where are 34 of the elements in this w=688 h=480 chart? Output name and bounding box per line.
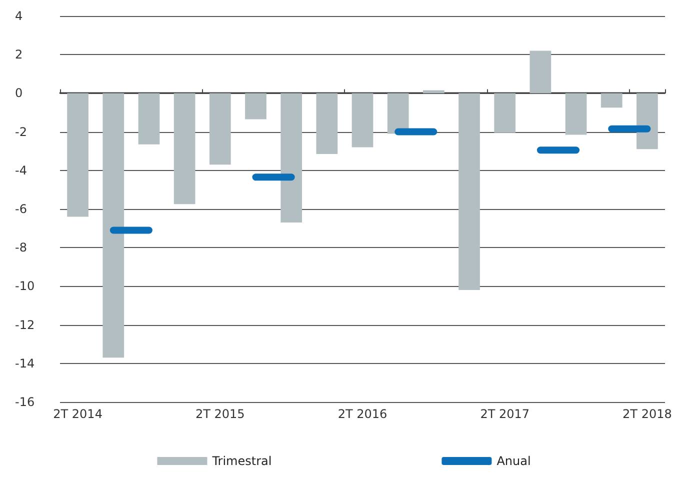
y-tick-label: -6 [15, 202, 27, 216]
bar [600, 93, 622, 108]
y-tick-label: 0 [15, 86, 23, 100]
bar [209, 93, 231, 165]
legend-label: Trimestral [211, 454, 272, 468]
bar [565, 93, 587, 135]
bar [530, 50, 552, 94]
bar [280, 93, 302, 223]
bar [245, 93, 266, 120]
bar [636, 93, 658, 150]
x-tick-label: 2T 2017 [480, 407, 530, 421]
y-tick-label: -16 [15, 395, 35, 409]
y-tick-label: -12 [15, 318, 35, 332]
x-tick-label: 2T 2018 [622, 407, 672, 421]
bar [494, 93, 516, 133]
y-tick-label: -10 [15, 279, 35, 294]
legend-label: Anual [496, 454, 531, 468]
bar [352, 93, 374, 148]
bar [458, 93, 480, 290]
y-tick-label: -4 [15, 163, 27, 178]
y-tick-label: 4 [15, 9, 23, 23]
bar [138, 93, 160, 144]
bar [102, 93, 124, 358]
bar [387, 93, 409, 134]
y-tick-label: 2 [15, 48, 23, 62]
y-tick-label: -8 [15, 240, 27, 255]
bar [174, 93, 196, 204]
x-tick-label: 2T 2015 [195, 407, 245, 421]
x-tick-label: 2T 2014 [53, 407, 102, 421]
bar [67, 93, 88, 217]
y-tick-label: -14 [15, 356, 35, 370]
bar [316, 93, 338, 154]
y-tick-label: -2 [15, 124, 27, 139]
x-tick-label: 2T 2016 [338, 407, 388, 421]
